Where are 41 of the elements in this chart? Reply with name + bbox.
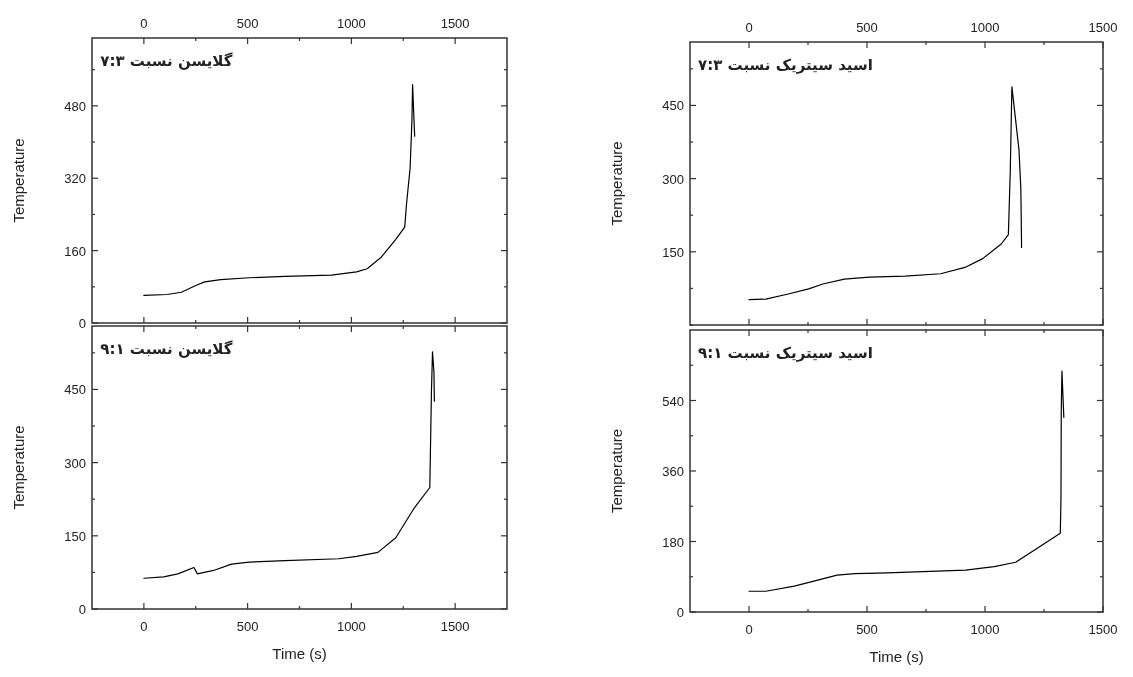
y-tick-label: 180 bbox=[662, 534, 684, 550]
y-tick-label: 360 bbox=[662, 464, 684, 479]
y-tick-label: 0 bbox=[78, 316, 86, 331]
x-tick-label: 0 bbox=[745, 20, 753, 35]
x-tick-label: 0 bbox=[140, 619, 148, 634]
x-tick-label: 0 bbox=[140, 16, 148, 31]
y-tick-label: 450 bbox=[64, 382, 86, 398]
x-tick-label: 0 bbox=[745, 622, 753, 637]
y-axis-title: Temperature bbox=[608, 428, 625, 514]
x-tick-label: 1000 bbox=[970, 622, 1000, 637]
x-tick-label: 500 bbox=[856, 20, 878, 35]
y-tick-label: 160 bbox=[64, 243, 86, 259]
x-tick-label: 1000 bbox=[970, 20, 1000, 35]
y-axis-title: Temperature bbox=[10, 425, 27, 510]
text: گلایسن نسبت ۷:۳ bbox=[100, 52, 233, 70]
x-tick-label: 1500 bbox=[1088, 622, 1118, 637]
y-tick-label: 0 bbox=[676, 605, 684, 620]
x-tick-label: 1000 bbox=[336, 619, 366, 634]
x-tick-label: 1500 bbox=[1088, 20, 1118, 35]
y-tick-label: 300 bbox=[64, 455, 86, 471]
x-tick-label: 500 bbox=[236, 619, 259, 634]
text: گلایسن نسبت ۹:۱ bbox=[100, 340, 233, 358]
y-axis-title: Temperature bbox=[608, 141, 625, 226]
y-tick-label: 320 bbox=[64, 171, 86, 187]
x-tick-label: 500 bbox=[236, 16, 259, 31]
x-axis-title: Time (s) bbox=[272, 645, 327, 662]
y-tick-label: 0 bbox=[78, 602, 86, 617]
x-tick-label: 1500 bbox=[440, 619, 470, 634]
x-tick-label: 500 bbox=[856, 622, 878, 637]
x-axis-title: Time (s) bbox=[869, 648, 924, 665]
y-tick-label: 450 bbox=[662, 98, 684, 114]
y-axis-title: Temperature bbox=[10, 138, 27, 223]
y-tick-label: 150 bbox=[662, 244, 684, 260]
y-tick-label: 540 bbox=[662, 393, 684, 409]
x-tick-label: 1000 bbox=[336, 16, 366, 31]
x-tick-label: 1500 bbox=[440, 16, 470, 31]
text: اسید سیتریک نسبت ۷:۳ bbox=[698, 56, 873, 74]
text: اسید سیتریک نسبت ۹:۱ bbox=[698, 344, 873, 362]
y-tick-label: 150 bbox=[64, 528, 86, 544]
y-tick-label: 300 bbox=[662, 171, 684, 187]
y-tick-label: 480 bbox=[64, 98, 86, 114]
